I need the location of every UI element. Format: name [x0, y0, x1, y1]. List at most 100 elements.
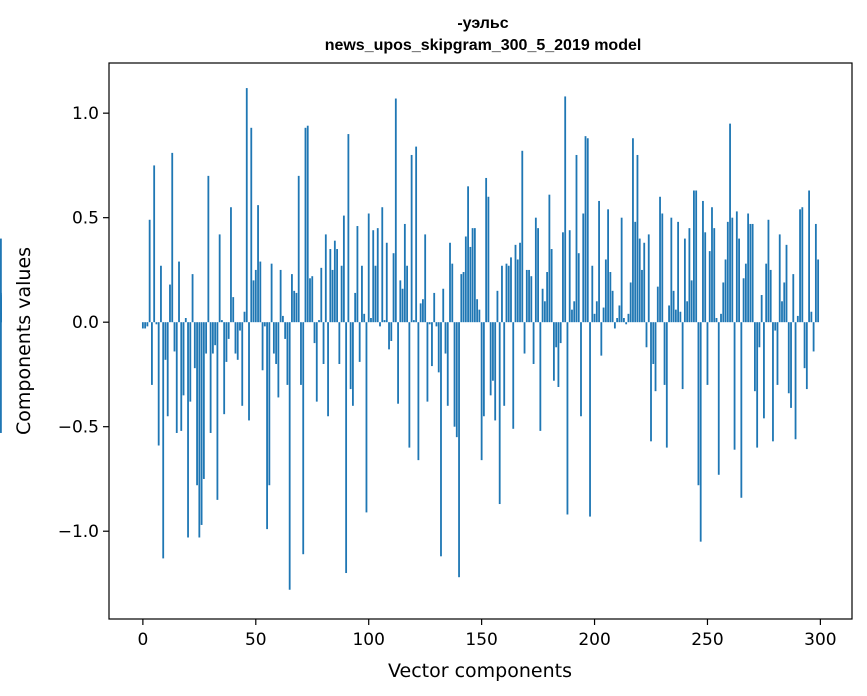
- bar-component-163: [510, 257, 512, 323]
- bar-component-228: [656, 286, 659, 323]
- bar-component-234: [670, 217, 673, 323]
- bar-component-26: [200, 322, 203, 525]
- bar-component-105: [379, 322, 381, 327]
- bar-component-33: [216, 322, 219, 500]
- bar-component-207: [609, 272, 612, 323]
- bar-component-221: [641, 269, 643, 323]
- bar-component-93: [352, 322, 354, 406]
- bar-component-219: [636, 154, 639, 323]
- bar-component-220: [638, 238, 641, 323]
- bar-component-43: [239, 322, 241, 331]
- bar-component-244: [693, 190, 695, 323]
- bar-component-113: [397, 322, 399, 404]
- bar-component-266: [742, 278, 745, 323]
- bar-component-44: [241, 322, 244, 406]
- bar-component-112: [394, 98, 397, 323]
- bar-component-63: [284, 322, 287, 339]
- bar-component-165: [514, 244, 517, 323]
- bar-component-156: [494, 322, 497, 421]
- bar-component-107: [383, 320, 386, 323]
- bar-component-249: [704, 232, 707, 323]
- bar-component-282: [778, 234, 781, 323]
- bar-component-277: [767, 219, 770, 323]
- bar-component-55: [266, 322, 268, 530]
- bar-component-12: [169, 284, 171, 323]
- bar-component-295: [808, 190, 810, 323]
- bar-component-171: [528, 269, 530, 323]
- bar-component-98: [363, 313, 366, 323]
- bar-component-130: [435, 322, 438, 327]
- bar-component-288: [792, 274, 795, 323]
- bar-component-95: [356, 226, 359, 323]
- bar-component-59: [275, 322, 278, 364]
- bar-component-8: [160, 265, 162, 323]
- bar-component-103: [374, 265, 377, 323]
- bar-component-27: [202, 322, 205, 479]
- bar-component-75: [311, 276, 314, 323]
- bar-component-111: [392, 253, 395, 323]
- bar-component-196: [584, 136, 587, 323]
- bar-component-119: [410, 154, 413, 323]
- bar-component-50: [254, 269, 257, 323]
- bar-component-144: [467, 186, 469, 323]
- bar-component-6: [155, 322, 158, 325]
- bar-component-137: [451, 263, 454, 323]
- bar-component-211: [618, 305, 621, 323]
- bar-component-296: [810, 311, 813, 323]
- bar-component-37: [225, 322, 228, 362]
- bar-component-197: [586, 138, 589, 323]
- bar-component-21: [189, 322, 192, 402]
- bar-component-100: [367, 213, 370, 323]
- bar-component-175: [537, 228, 539, 323]
- bar-component-30: [209, 322, 212, 433]
- bar-component-106: [381, 207, 384, 323]
- bar-component-143: [464, 236, 467, 323]
- bar-component-256: [720, 313, 722, 323]
- bar-component-34: [218, 234, 221, 323]
- bar-component-189: [568, 230, 571, 323]
- y-tick-label: 0.0: [72, 313, 99, 333]
- bar-component-11: [166, 322, 169, 417]
- bar-component-157: [496, 290, 499, 323]
- bar-component-0: [141, 322, 144, 329]
- bar-component-170: [525, 269, 528, 323]
- bar-component-61: [279, 269, 282, 323]
- bar-component-127: [428, 322, 431, 325]
- bar-component-287: [790, 322, 792, 408]
- bar-component-84: [331, 269, 334, 323]
- bar-component-200: [593, 313, 596, 323]
- bar-component-188: [566, 322, 569, 515]
- bar-component-225: [650, 322, 652, 442]
- bar-component-160: [503, 322, 506, 406]
- bar-component-267: [744, 263, 747, 323]
- bar-component-233: [668, 305, 670, 323]
- bar-component-41: [234, 322, 237, 354]
- bar-component-278: [769, 269, 772, 323]
- bar-component-149: [478, 309, 481, 323]
- bar-component-101: [370, 318, 372, 323]
- bar-component-136: [449, 242, 451, 323]
- bar-component-78: [318, 320, 320, 323]
- bar-component-2: [146, 322, 149, 327]
- chart-subtitle: news_upos_skipgram_300_5_2019 model: [325, 37, 642, 54]
- bar-component-174: [534, 217, 537, 323]
- bar-component-173: [532, 322, 535, 364]
- x-axis-label: Vector components: [388, 660, 572, 682]
- bar-component-undefined: [0, 313, 2, 323]
- bar-component-120: [412, 320, 415, 323]
- bar-component-48: [250, 127, 253, 323]
- bar-component-176: [539, 322, 542, 431]
- bar-component-281: [776, 322, 779, 385]
- bar-component-125: [424, 234, 427, 323]
- bar-component-177: [541, 288, 544, 323]
- bar-component-265: [740, 322, 743, 498]
- bar-component-52: [259, 261, 262, 323]
- bar-component-96: [358, 322, 361, 362]
- bar-component-199: [591, 265, 594, 323]
- bar-component-191: [573, 301, 576, 323]
- x-tick-label: 300: [804, 630, 836, 650]
- bar-component-215: [627, 313, 630, 323]
- bar-component-206: [607, 209, 609, 323]
